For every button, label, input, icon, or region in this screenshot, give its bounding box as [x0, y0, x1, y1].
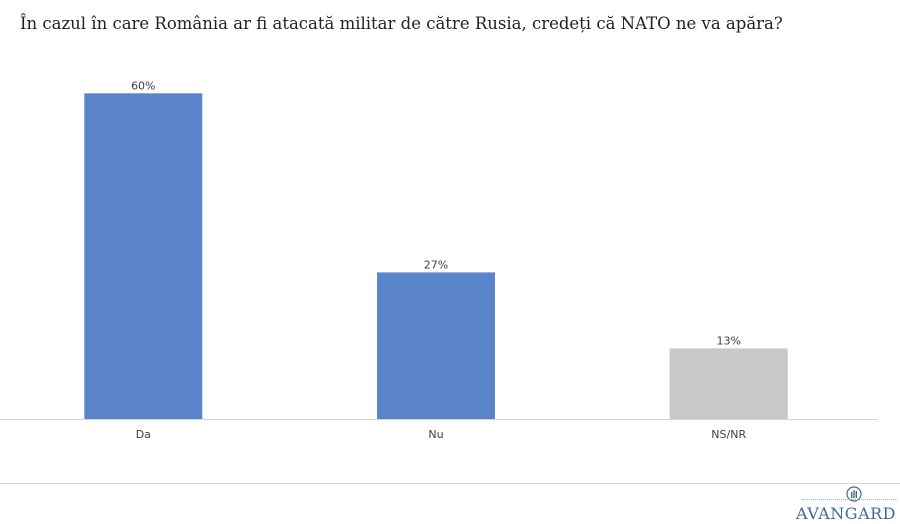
chart-title: În cazul în care România ar fi atacată m…: [20, 14, 783, 33]
category-label: Nu: [428, 428, 443, 441]
value-label: 27%: [424, 258, 448, 271]
footer-divider: [0, 483, 900, 484]
category-label: NS/NR: [711, 428, 746, 441]
avangard-logo-icon: [846, 486, 862, 502]
value-label: 13%: [716, 334, 740, 347]
bar-nu: [377, 272, 495, 419]
value-label: 60%: [131, 79, 155, 92]
bar-ns-nr: [669, 348, 788, 419]
category-label: Da: [136, 428, 151, 441]
bar-da: [84, 93, 203, 420]
logo-divider: [802, 499, 898, 502]
brand-name: AVANGARD: [796, 504, 896, 523]
bars-layer: [84, 93, 788, 420]
brand-logo: AVANGARD: [796, 486, 898, 524]
value-labels-layer: 60% 27% 13%: [131, 79, 741, 347]
bar-chart: 60% 27% 13% Da Nu NS/NR: [0, 79, 878, 441]
category-labels-layer: Da Nu NS/NR: [136, 428, 747, 441]
